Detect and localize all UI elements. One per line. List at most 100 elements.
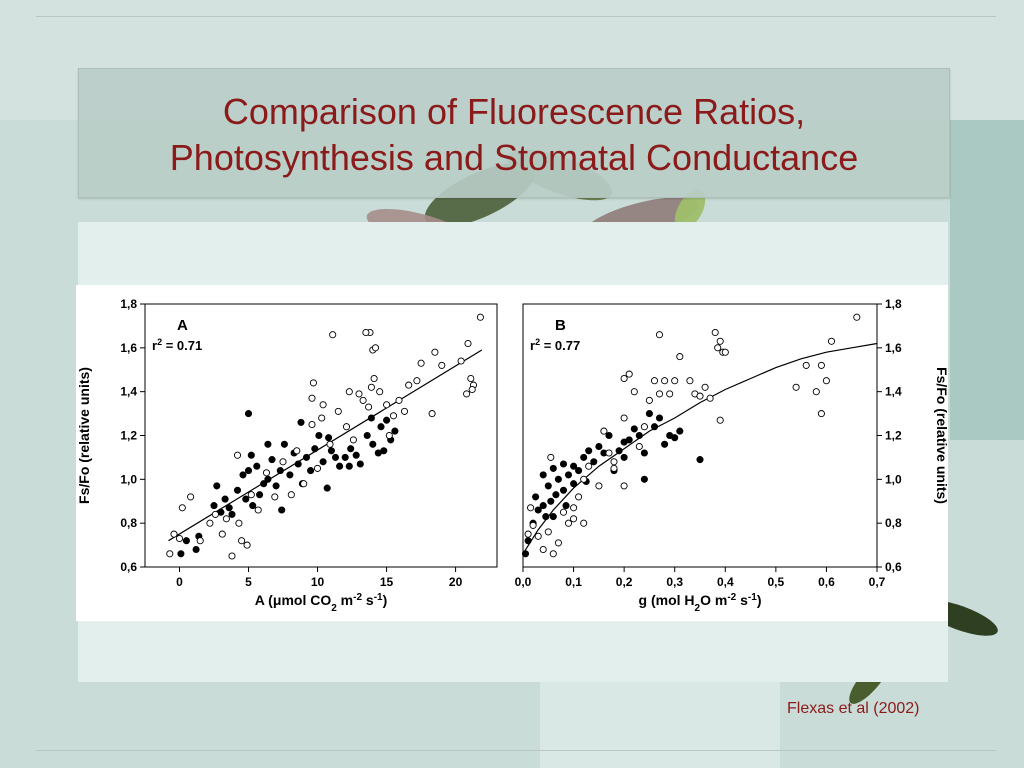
data-point-open bbox=[329, 331, 337, 339]
x-axis-label-part: 2 bbox=[695, 603, 701, 614]
data-point-filled bbox=[311, 445, 319, 453]
y-tick-label: 1,4 bbox=[120, 385, 137, 399]
data-point-open bbox=[655, 331, 664, 339]
data-point-filled bbox=[635, 431, 643, 440]
data-point-open bbox=[585, 462, 593, 470]
r-squared-part: 2 bbox=[157, 337, 162, 347]
data-point-filled bbox=[247, 451, 255, 459]
data-point-open bbox=[178, 504, 186, 512]
y-tick-label: 1,8 bbox=[885, 297, 902, 311]
x-tick-label: 20 bbox=[449, 575, 463, 589]
data-point-open bbox=[554, 539, 562, 547]
data-point-filled bbox=[307, 467, 315, 475]
data-point-open bbox=[655, 390, 664, 398]
data-point-filled bbox=[315, 431, 323, 440]
panel-label: A bbox=[177, 317, 188, 334]
data-point-open bbox=[367, 383, 375, 391]
data-point-filled bbox=[276, 467, 284, 475]
data-point-filled bbox=[549, 513, 557, 521]
data-point-filled bbox=[256, 491, 264, 499]
data-point-open bbox=[326, 440, 334, 448]
data-point-filled bbox=[177, 550, 185, 558]
data-point-filled bbox=[676, 427, 684, 435]
data-point-open bbox=[559, 508, 568, 516]
data-point-filled bbox=[363, 431, 371, 440]
x-axis-label-part: -2 bbox=[727, 592, 736, 603]
data-point-open bbox=[575, 493, 583, 501]
data-point-open bbox=[233, 451, 242, 459]
data-point-filled bbox=[264, 475, 272, 483]
x-tick-label: 0,4 bbox=[717, 575, 734, 589]
data-point-filled bbox=[242, 495, 250, 503]
data-point-open bbox=[187, 493, 195, 501]
data-point-filled bbox=[640, 449, 648, 457]
data-point-open bbox=[300, 480, 308, 488]
x-axis-label-part: 2 bbox=[331, 603, 337, 614]
data-point-open bbox=[635, 442, 643, 451]
data-point-open bbox=[279, 458, 287, 466]
chart-b: 0,6 0,8 1,0 1,2 1,4 1,6 1,8 0,0 0,1 0,2 0,3 0,4 0,5 0… bbox=[515, 297, 948, 614]
x-axis-label-part: mol CO bbox=[281, 592, 331, 608]
data-point-open bbox=[716, 416, 724, 424]
data-point-open bbox=[308, 394, 316, 402]
data-point-open bbox=[671, 377, 679, 385]
data-point-filled bbox=[542, 513, 550, 521]
y-tick-label: 0,6 bbox=[885, 560, 902, 574]
data-point-open bbox=[196, 537, 204, 545]
r-squared-label: r2 = 0.71 bbox=[152, 337, 202, 353]
x-tick-label: 0,2 bbox=[616, 575, 633, 589]
data-point-filled bbox=[524, 537, 532, 545]
data-point-open bbox=[524, 530, 532, 538]
x-tick-label: 0,3 bbox=[666, 575, 683, 589]
data-point-filled bbox=[661, 440, 669, 448]
data-point-filled bbox=[225, 504, 233, 512]
data-point-open bbox=[600, 427, 608, 435]
data-point-open bbox=[714, 344, 722, 352]
figure-svg: 0,60,81,01,21,41,61,80 5 10 15 20A (μmol CO2… bbox=[76, 297, 948, 614]
data-point-open bbox=[308, 420, 316, 429]
x-axis-label-part: -2 bbox=[353, 592, 362, 603]
y-tick-label: 1,6 bbox=[120, 341, 137, 355]
x-axis-label-part: -1 bbox=[748, 592, 757, 603]
data-point-filled bbox=[562, 502, 570, 510]
y-axis-label: Fs/Fo (relative units) bbox=[76, 367, 92, 504]
x-tick-label: 0,0 bbox=[515, 575, 532, 589]
data-point-open bbox=[666, 390, 674, 398]
y-tick-label: 1,2 bbox=[120, 429, 137, 443]
data-point-open bbox=[222, 515, 230, 523]
x-axis-label-part: O m bbox=[700, 592, 727, 608]
data-point-filled bbox=[380, 447, 388, 455]
data-point-open bbox=[802, 361, 810, 369]
data-point-filled bbox=[539, 471, 547, 479]
x-axis-label-part: s bbox=[736, 592, 748, 608]
data-point-open bbox=[371, 344, 380, 352]
data-point-filled bbox=[391, 427, 399, 435]
data-point-filled bbox=[356, 460, 364, 468]
data-point-open bbox=[211, 510, 219, 518]
data-point-filled bbox=[272, 482, 280, 490]
data-point-filled bbox=[554, 475, 562, 483]
x-tick-label: 5 bbox=[245, 575, 252, 589]
data-point-open bbox=[812, 388, 820, 396]
data-point-open bbox=[428, 410, 436, 418]
slide-title: Comparison of Fluorescence Ratios, Photo… bbox=[79, 69, 949, 181]
data-point-filled bbox=[192, 545, 200, 554]
data-point-filled bbox=[323, 484, 331, 492]
data-point-open bbox=[610, 458, 618, 466]
data-point-open bbox=[817, 361, 825, 369]
data-point-filled bbox=[367, 414, 375, 422]
x-axis-label: g (mol H2O m-2 s-1) bbox=[639, 592, 762, 614]
data-point-open bbox=[827, 337, 836, 345]
data-point-filled bbox=[221, 495, 229, 503]
r-squared-part: = 0.71 bbox=[162, 338, 202, 353]
y-tick-label: 1,0 bbox=[885, 472, 902, 486]
data-point-open bbox=[362, 328, 370, 337]
y-tick-label: 0,8 bbox=[120, 516, 137, 530]
x-tick-label: 15 bbox=[380, 575, 394, 589]
x-tick-label: 0,5 bbox=[768, 575, 785, 589]
data-point-filled bbox=[278, 506, 286, 514]
data-point-open bbox=[534, 532, 542, 540]
r-squared-part: = 0.77 bbox=[540, 338, 580, 353]
data-point-open bbox=[175, 534, 184, 543]
y-tick-label: 1,4 bbox=[885, 385, 902, 399]
